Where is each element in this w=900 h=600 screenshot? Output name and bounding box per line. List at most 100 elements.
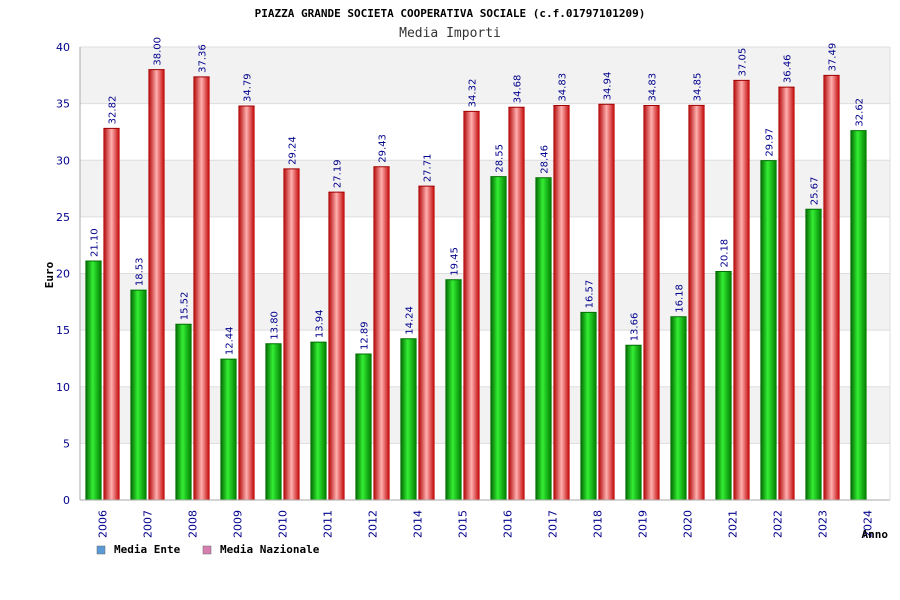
bar-media-ente-2021: [715, 271, 732, 500]
axes: [79, 47, 891, 501]
value-label-media-nazionale-2007: 38.00: [153, 37, 164, 66]
x-tick-label-2019: 2019: [637, 510, 650, 538]
x-tick-label-2010: 2010: [277, 510, 290, 538]
x-tick-label-2012: 2012: [367, 510, 380, 538]
value-label-media-nazionale-2018: 34.94: [603, 72, 614, 101]
bar-media-nazionale-2019: [643, 105, 660, 501]
bar-media-ente-2023: [805, 209, 822, 501]
value-label-media-ente-2018: 16.57: [585, 280, 596, 309]
legend-swatch-media-nazionale: [202, 545, 212, 555]
y-tick-label: 40: [56, 41, 70, 54]
chart-title: PIAZZA GRANDE SOCIETA COOPERATIVA SOCIAL…: [255, 7, 646, 20]
bar-media-nazionale-2020: [688, 105, 705, 500]
bar-media-ente-2020: [670, 316, 687, 500]
bar-media-ente-2017: [535, 177, 552, 501]
bar-media-ente-2008: [175, 324, 192, 500]
value-label-media-nazionale-2023: 37.49: [828, 43, 839, 72]
bar-media-ente-2014: [400, 338, 417, 500]
legend-label-media-ente: Media Ente: [114, 543, 181, 556]
bar-media-ente-2016: [490, 176, 507, 500]
value-label-media-nazionale-2015: 34.32: [468, 79, 479, 108]
x-tick-label-2017: 2017: [547, 510, 560, 538]
x-tick-label-2021: 2021: [727, 510, 740, 538]
y-tick-label: 35: [56, 98, 70, 111]
value-label-media-ente-2020: 16.18: [675, 284, 686, 313]
bar-media-ente-2024: [850, 130, 867, 501]
value-label-media-ente-2007: 18.53: [135, 258, 146, 287]
value-label-media-nazionale-2009: 34.79: [243, 73, 254, 102]
value-label-media-ente-2016: 28.55: [495, 144, 506, 173]
value-label-media-nazionale-2010: 29.24: [288, 136, 299, 165]
bar-media-ente-2019: [625, 345, 642, 500]
value-labels: 21.10 32.82 18.53 38.00 15.52 37.36 12.44 34.79…: [90, 37, 866, 355]
x-tick-label-2023: 2023: [817, 510, 830, 538]
x-axis-label: Anno: [862, 528, 889, 541]
bar-media-ente-2015: [445, 279, 462, 500]
value-label-media-ente-2010: 13.80: [270, 311, 281, 340]
value-label-media-nazionale-2011: 27.19: [333, 159, 344, 188]
value-label-media-nazionale-2012: 29.43: [378, 134, 389, 163]
value-label-media-ente-2008: 15.52: [180, 292, 191, 321]
bar-media-ente-2007: [130, 290, 147, 500]
bar-media-nazionale-2006: [103, 128, 120, 500]
bar-media-ente-2011: [310, 342, 327, 500]
y-axis-label: Euro: [43, 261, 56, 288]
value-label-media-ente-2015: 19.45: [450, 247, 461, 276]
bar-media-nazionale-2011: [328, 192, 345, 501]
y-tick-label: 0: [63, 494, 70, 507]
bar-media-nazionale-2012: [373, 166, 390, 500]
y-tick-label: 5: [63, 437, 70, 450]
bar-media-nazionale-2007: [148, 69, 165, 501]
bar-media-ente-2018: [580, 312, 597, 500]
bar-media-nazionale-2008: [193, 76, 210, 500]
value-label-media-ente-2022: 29.97: [765, 128, 776, 157]
x-tick-label-2006: 2006: [97, 510, 110, 538]
value-label-media-nazionale-2016: 34.68: [513, 75, 524, 104]
plot-band: [80, 443, 890, 500]
plot-band: [80, 330, 890, 387]
bar-media-nazionale-2018: [598, 104, 615, 500]
value-label-media-nazionale-2008: 37.36: [198, 44, 209, 73]
y-axis-ticks: 0 5 10 15 20 25 30 35 40: [56, 41, 70, 507]
bar-media-nazionale-2015: [463, 111, 480, 501]
value-label-media-nazionale-2019: 34.83: [648, 73, 659, 102]
value-label-media-ente-2021: 20.18: [720, 239, 731, 268]
x-tick-label-2011: 2011: [322, 510, 335, 538]
x-tick-label-2007: 2007: [142, 510, 155, 538]
x-axis-ticks: 2006 2007 2008 2009 2010 2011 2012 2014 2015 2016…: [97, 510, 875, 538]
x-tick-label-2009: 2009: [232, 510, 245, 538]
plot-band: [80, 160, 890, 217]
bar-media-ente-2009: [220, 359, 237, 500]
legend: Media Ente Media Nazionale: [96, 543, 320, 556]
value-label-media-ente-2009: 12.44: [225, 326, 236, 355]
legend-swatch-media-ente: [96, 545, 106, 555]
plot-band: [80, 273, 890, 331]
value-label-media-ente-2006: 21.10: [90, 228, 101, 257]
value-label-media-nazionale-2020: 34.85: [693, 73, 704, 102]
value-label-media-nazionale-2017: 34.83: [558, 73, 569, 102]
x-tick-label-2008: 2008: [187, 510, 200, 538]
y-tick-label: 30: [56, 154, 70, 167]
x-tick-label-2018: 2018: [592, 510, 605, 538]
plot-band: [80, 103, 890, 161]
bar-media-ente-2006: [85, 261, 102, 500]
bar-media-ente-2022: [760, 160, 777, 500]
value-label-media-ente-2012: 12.89: [360, 321, 371, 350]
bar-media-nazionale-2022: [778, 87, 795, 500]
plot-band: [80, 216, 890, 274]
x-tick-label-2016: 2016: [502, 510, 515, 538]
plot-background: [80, 47, 890, 500]
bars: [85, 69, 867, 501]
y-tick-label: 25: [56, 211, 70, 224]
value-label-media-ente-2011: 13.94: [315, 309, 326, 338]
legend-label-media-nazionale: Media Nazionale: [220, 543, 320, 556]
y-tick-label: 15: [56, 324, 70, 337]
x-tick-label-2014: 2014: [412, 510, 425, 538]
y-tick-label: 20: [56, 268, 70, 281]
bar-media-nazionale-2017: [553, 105, 570, 501]
x-tick-label-2020: 2020: [682, 510, 695, 538]
bar-media-nazionale-2010: [283, 168, 300, 500]
value-label-media-ente-2019: 13.66: [630, 313, 641, 342]
plot-band: [80, 47, 890, 104]
